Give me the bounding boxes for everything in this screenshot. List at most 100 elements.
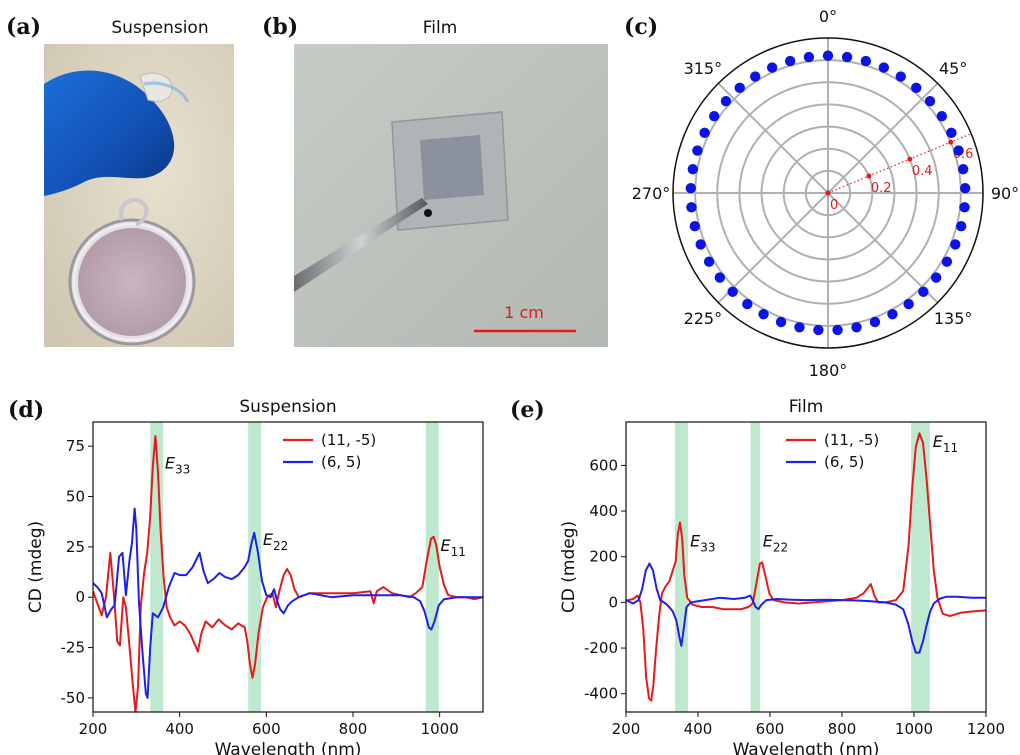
polar-angle-label: 180° [809, 361, 848, 380]
legend-label: (11, -5) [824, 431, 879, 449]
polar-data-point [950, 239, 961, 250]
x-axis-label: Wavelength (nm) [733, 740, 880, 755]
polar-spoke [827, 192, 939, 304]
y-axis-label: CD (mdeg) [559, 521, 579, 613]
panel-b-title: Film [422, 18, 458, 38]
polar-data-point [813, 324, 824, 336]
transition-annotation: E22 [763, 531, 788, 554]
suspension-photo [44, 44, 234, 347]
y-axis-label: CD (mdeg) [26, 521, 46, 613]
highlight-band [425, 422, 439, 712]
series-line [626, 562, 986, 654]
polar-data-point [720, 95, 732, 107]
chart-title: Suspension [239, 397, 336, 417]
y-tick-label: 50 [66, 488, 85, 506]
y-tick-label: 25 [66, 538, 85, 556]
polar-data-point [687, 163, 698, 175]
polar-data-point [911, 82, 922, 94]
transition-annotation: E11 [441, 536, 466, 559]
polar-radial-tick-label: 0.4 [912, 164, 933, 179]
transition-annotation: E33 [690, 531, 715, 554]
polar-data-point [784, 55, 796, 67]
x-tick-label: 800 [828, 720, 857, 738]
polar-radial-axis [827, 133, 972, 194]
polar-data-point [758, 309, 769, 320]
polar-data-point [822, 50, 834, 61]
polar-data-point [689, 221, 700, 232]
series-line [93, 507, 483, 699]
polar-data-point [887, 309, 898, 320]
polar-spoke [717, 192, 829, 304]
polar-data-point [750, 71, 761, 82]
polar-radial-tick [825, 190, 831, 196]
polar-data-point [878, 62, 890, 73]
polar-angle-label: 90° [991, 184, 1019, 203]
polar-data-point [960, 183, 971, 194]
panel-a-label: (a) [6, 14, 42, 40]
polar-data-point [734, 82, 745, 94]
highlight-band [674, 422, 688, 712]
film-photo [294, 44, 608, 347]
x-tick-label: 600 [252, 720, 281, 738]
polar-radial-tick-label: 0 [830, 198, 838, 213]
polar-angle-label: 0° [819, 7, 837, 26]
polar-data-point [685, 183, 696, 194]
polar-radial-tick-label: 0.2 [871, 181, 892, 196]
cd-chart-suspension: Suspension 200 400 600 800 1000 -50 -25 0 25 50 75 W… [26, 397, 484, 755]
panel-e-label: (e) [510, 397, 545, 423]
polar-data-point [953, 145, 964, 156]
transition-annotation: E11 [933, 432, 958, 455]
legend-label: (6, 5) [321, 453, 361, 471]
polar-data-point [841, 51, 853, 63]
polar-data-point [775, 316, 787, 328]
plot-frame [625, 421, 987, 713]
polar-spoke [827, 82, 939, 194]
y-tick-label: 600 [589, 456, 618, 474]
polar-data-point [766, 62, 778, 73]
polar-data-point [714, 272, 726, 283]
polar-data-point [946, 127, 957, 139]
panel-d-label: (d) [8, 397, 45, 423]
x-tick-label: 800 [339, 720, 368, 738]
x-tick-label: 200 [79, 720, 108, 738]
polar-data-point [803, 51, 815, 63]
x-axis-label: Wavelength (nm) [215, 740, 362, 755]
polar-data-point [895, 71, 906, 82]
highlight-band [911, 422, 930, 712]
x-tick-label: 1000 [895, 720, 933, 738]
x-tick-label: 600 [756, 720, 785, 738]
polar-data-point [956, 221, 967, 232]
y-tick-label: -50 [61, 689, 86, 707]
scale-bar-label: 1 cm [504, 303, 544, 322]
polar-angle-label: 270° [632, 184, 671, 203]
polar-spoke [717, 82, 829, 194]
polar-angle-label: 225° [684, 309, 723, 328]
polar-data-point [708, 111, 720, 122]
polar-data-point [924, 95, 936, 107]
legend-label: (6, 5) [824, 453, 864, 471]
y-tick-label: -25 [61, 639, 86, 657]
chart-title: Film [789, 397, 824, 417]
y-tick-label: -400 [584, 685, 618, 703]
polar-data-point [869, 316, 881, 328]
legend-label: (11, -5) [321, 431, 376, 449]
cd-chart-film: Film 200 400 600 800 1000 1200 -400 -200 0 200 400 6… [559, 397, 1005, 755]
polar-data-point [941, 256, 953, 267]
polar-radial-tick [907, 156, 913, 162]
polar-data-point [832, 324, 843, 336]
polar-data-point [695, 239, 706, 250]
polar-plot: 0°45°90°135°180°225°270°315°00.20.40.6 [632, 7, 1019, 380]
polar-data-point [918, 286, 929, 297]
x-tick-label: 1200 [967, 720, 1005, 738]
x-tick-label: 200 [612, 720, 641, 738]
polar-data-point [930, 272, 942, 283]
transition-annotation: E22 [263, 530, 288, 553]
polar-angle-label: 45° [939, 59, 967, 78]
polar-data-point [851, 322, 862, 333]
x-tick-label: 1000 [421, 720, 459, 738]
y-tick-label: 400 [589, 502, 618, 520]
y-tick-label: 0 [608, 593, 618, 611]
polar-data-point [794, 322, 805, 333]
highlight-band [750, 422, 760, 712]
